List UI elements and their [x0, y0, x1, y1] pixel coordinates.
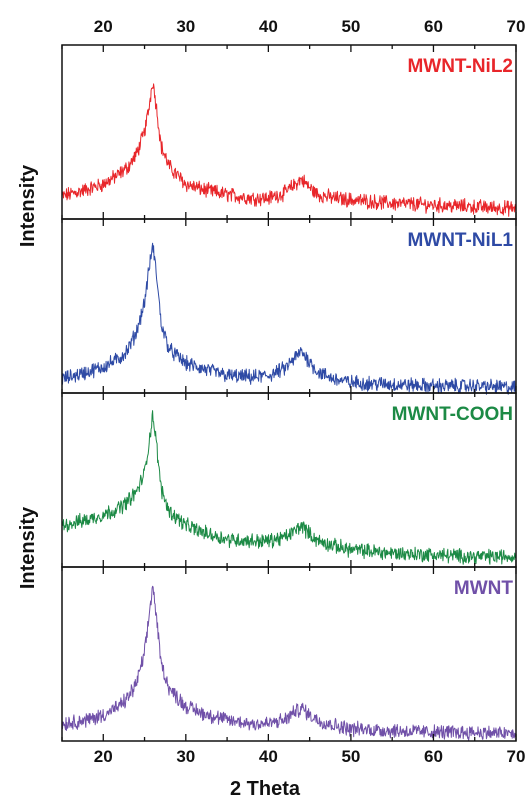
x-tick-label-bottom: 30: [176, 747, 195, 766]
x-tick-label-top: 70: [507, 17, 526, 36]
series-label-mwnt: MWNT: [454, 578, 513, 599]
x-tick-label-top: 60: [424, 17, 443, 36]
x-tick-label-top: 40: [259, 17, 278, 36]
x-tick-labels-top: 20 30 40 50 60 70: [94, 17, 526, 36]
x-tick-label-bottom: 50: [341, 747, 360, 766]
x-tick-label-bottom: 60: [424, 747, 443, 766]
x-tick-labels-bottom: 20 30 40 50 60 70: [94, 747, 526, 766]
series-line-mwnt-cooh: [61, 410, 517, 566]
panel-mwnt-cooh: MWNT-COOH: [61, 392, 517, 568]
series-line-mwnt-nil2: [61, 83, 517, 217]
y-axis-title-lower: Intensity: [17, 506, 39, 589]
x-tick-label-bottom: 40: [259, 747, 278, 766]
series-label-mwnt-nil1: MWNT-NiL1: [407, 230, 513, 251]
series-label-mwnt-cooh: MWNT-COOH: [392, 404, 513, 425]
series-label-mwnt-nil2: MWNT-NiL2: [407, 56, 513, 77]
panel-mwnt: MWNT: [61, 566, 517, 742]
panel-frame: [61, 566, 517, 742]
x-axis-title: 2 Theta: [230, 778, 301, 800]
panel-mwnt-nil1: MWNT-NiL1: [61, 218, 517, 395]
x-tick-label-bottom: 70: [507, 747, 526, 766]
series-line-mwnt-nil1: [61, 242, 517, 395]
series-line-mwnt: [61, 585, 517, 742]
panels-layer: MWNT-NiL2 MWNT-NiL1 MWNT-COOH MWNT: [61, 44, 517, 742]
y-axis-title-upper: Intensity: [17, 164, 39, 247]
panel-mwnt-nil2: MWNT-NiL2: [61, 44, 517, 220]
x-tick-label-top: 20: [94, 17, 113, 36]
x-tick-label-bottom: 20: [94, 747, 113, 766]
x-tick-label-top: 50: [341, 17, 360, 36]
x-tick-label-top: 30: [176, 17, 195, 36]
